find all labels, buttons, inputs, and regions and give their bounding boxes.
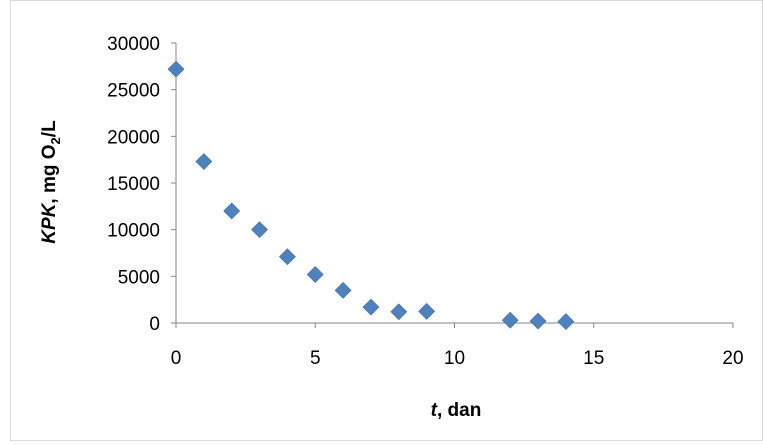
y-tick-label: 15000 <box>107 174 160 195</box>
data-point <box>251 221 268 239</box>
data-point <box>334 281 352 299</box>
data-point <box>362 298 380 316</box>
data-points <box>167 60 575 331</box>
data-point <box>418 302 436 320</box>
x-tick-label: 15 <box>583 348 604 369</box>
data-point <box>167 60 185 78</box>
x-axis-title: t, dan <box>431 400 482 421</box>
data-point <box>529 312 547 330</box>
x-tick-label: 10 <box>444 348 465 369</box>
x-tick-label: 0 <box>171 348 182 369</box>
axes <box>171 42 734 328</box>
y-tick-label: 5000 <box>118 267 160 288</box>
chart-border <box>10 0 763 441</box>
y-tick-label: 20000 <box>107 127 160 148</box>
y-tick-label: 30000 <box>107 34 160 55</box>
data-point <box>195 153 213 170</box>
data-point <box>223 202 241 220</box>
data-point <box>501 311 519 329</box>
data-point <box>306 266 324 283</box>
tick-labels: 0 5000 10000 15000 20000 25000 30000 0 5 10 15 20 <box>107 34 743 369</box>
x-tick-label: 5 <box>310 348 321 369</box>
y-tick-label: 10000 <box>107 221 160 242</box>
data-point <box>390 303 408 321</box>
x-tick-label: 20 <box>722 348 743 369</box>
y-tick-label: 25000 <box>107 81 160 102</box>
data-point <box>557 313 575 331</box>
data-point <box>278 248 296 266</box>
y-tick-label: 0 <box>149 314 160 335</box>
y-axis-title: KPK, mg O2/L <box>39 120 63 244</box>
